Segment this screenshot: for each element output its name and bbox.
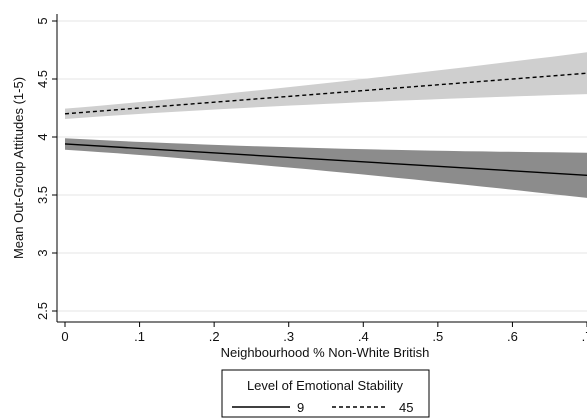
x-tick-label: .6 [507, 329, 518, 344]
legend: Level of Emotional Stability 9 45 [221, 369, 430, 418]
ci-band-series-45 [65, 52, 587, 119]
x-tick-label: 0 [61, 329, 68, 344]
y-tick-label: 4 [35, 133, 50, 140]
grid [57, 20, 587, 312]
line-series-45 [64, 72, 587, 115]
y-tick-label: 3.5 [35, 186, 50, 204]
x-tick-label: .4 [358, 329, 369, 344]
legend-entries: 9 45 [232, 400, 413, 415]
legend-label-45: 45 [399, 400, 413, 415]
x-tick-label: .3 [283, 329, 294, 344]
x-tick-label: .7 [582, 329, 587, 344]
y-tick-label: 4.5 [35, 70, 50, 88]
x-tick-label: .2 [209, 329, 220, 344]
line-series-9 [64, 143, 587, 176]
legend-label-9: 9 [297, 400, 304, 415]
legend-box [221, 369, 430, 418]
y-ticks: 2.5 3 3.5 4 4.5 5 [35, 17, 57, 320]
y-tick-label: 2.5 [35, 302, 50, 320]
x-tick-label: .1 [134, 329, 145, 344]
x-ticks: 0 .1 .2 .3 .4 .5 .6 .7 [61, 322, 587, 344]
legend-title: Level of Emotional Stability [247, 378, 404, 393]
series-lines [64, 72, 587, 176]
x-tick-label: .5 [432, 329, 443, 344]
y-tick-label: 3 [35, 249, 50, 256]
y-tick-label: 5 [35, 17, 50, 24]
ci-band-series-9 [65, 138, 587, 198]
y-axis-title: Mean Out-Group Attitudes (1-5) [11, 77, 26, 259]
x-axis-title: Neighbourhood % Non-White British [221, 345, 430, 360]
confidence-bands [65, 52, 587, 198]
axes [56, 14, 587, 323]
